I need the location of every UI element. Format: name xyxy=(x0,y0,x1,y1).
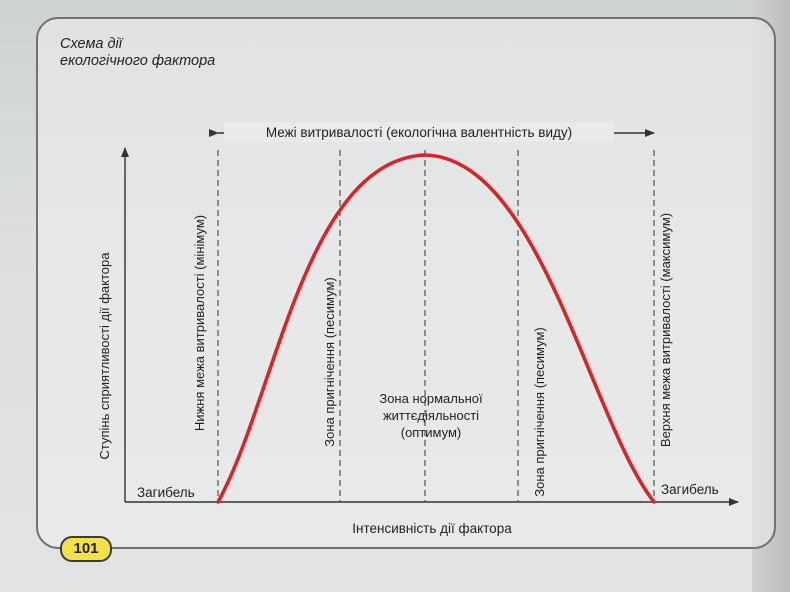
page-number-badge: 101 xyxy=(60,536,112,562)
optimum-label-line2: життєдіяльності xyxy=(383,408,479,423)
lower-limit-label: Нижня межа витривалості (мінімум) xyxy=(192,215,207,431)
death-right-label: Загибель xyxy=(661,482,719,497)
death-left-label: Загибель xyxy=(137,485,195,500)
pessimum-right-label: Зона пригнічення (песимум) xyxy=(532,327,547,497)
figure-frame xyxy=(36,17,776,549)
figure-title-line2: екологічного фактора xyxy=(60,53,216,69)
figure-title: Схема дії екологічного фактора xyxy=(60,36,280,70)
y-axis-label: Ступінь сприятливості дії фактора xyxy=(97,252,112,460)
x-axis-label: Інтенсивність дії фактора xyxy=(352,521,512,536)
upper-limit-label: Верхня межа витривалості (максимум) xyxy=(658,213,673,447)
tolerance-range-label-bg xyxy=(224,122,614,142)
pessimum-left-label: Зона пригнічення (песимум) xyxy=(322,277,337,447)
tolerance-range-label: Межі витривалості (екологічна валентніст… xyxy=(266,125,572,140)
tolerance-curve xyxy=(216,153,656,504)
optimum-label-line3: (оптимум) xyxy=(401,425,462,440)
figure-title-line1: Схема дії xyxy=(60,36,122,52)
optimum-label-line1: Зона нормальної xyxy=(379,391,483,406)
